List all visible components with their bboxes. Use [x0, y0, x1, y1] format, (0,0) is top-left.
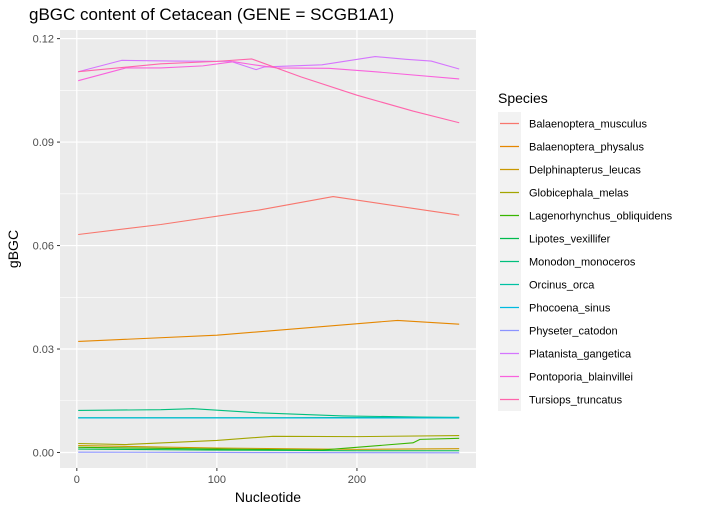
legend-item: Pontoporia_blainvillei: [498, 365, 633, 388]
legend-label: Monodon_monoceros: [529, 257, 636, 269]
legend-label: Phocoena_sinus: [529, 303, 611, 315]
y-tick-label: 0.09: [33, 137, 54, 149]
legend-item: Phocoena_sinus: [498, 296, 611, 319]
y-tick-label: 0.00: [33, 447, 54, 459]
legend-label: Balaenoptera_physalus: [529, 142, 644, 154]
legend-item: Balaenoptera_musculus: [498, 112, 648, 135]
legend-label: Platanista_gangetica: [529, 349, 632, 361]
legend-label: Delphinapterus_leucas: [529, 165, 641, 177]
series-line-lagenorhynchus-obliquidens: [78, 437, 460, 451]
y-tick-label: 0.12: [33, 34, 54, 46]
legend-item: Globicephala_melas: [498, 181, 629, 204]
legend-item: Orcinus_orca: [498, 273, 595, 296]
legend-label: Balaenoptera_musculus: [529, 119, 648, 131]
series-line-balaenoptera-physalus: [78, 319, 460, 342]
legend-item: Platanista_gangetica: [498, 342, 632, 365]
x-tick-label: 0: [74, 474, 80, 486]
series-line-pontoporia-blainvillei: [78, 61, 460, 82]
legend-label: Lagenorhynchus_obliquidens: [529, 211, 673, 223]
legend: Species Balaenoptera_musculus Balaenopter…: [498, 90, 673, 411]
minor-gridlines: [60, 30, 476, 468]
legend-label: Pontoporia_blainvillei: [529, 372, 633, 384]
x-axis: 0 100 200: [74, 468, 366, 486]
legend-item: Monodon_monoceros: [498, 250, 636, 273]
series-lines: [78, 56, 460, 454]
legend-label: Physeter_catodon: [529, 326, 618, 338]
legend-item: Delphinapterus_leucas: [498, 158, 641, 181]
legend-label: Lipotes_vexillifer: [529, 234, 611, 246]
legend-item: Balaenoptera_physalus: [498, 135, 644, 158]
legend-label: Globicephala_melas: [529, 188, 629, 200]
legend-item: Lipotes_vexillifer: [498, 227, 611, 250]
x-tick-label: 100: [208, 474, 226, 486]
series-line-lipotes-vexillifer: [78, 448, 460, 452]
plot-panel: [60, 30, 476, 468]
x-tick-label: 200: [348, 474, 366, 486]
series-line-platanista-gangetica: [78, 56, 460, 73]
x-axis-title: Nucleotide: [235, 489, 301, 505]
series-line-tursiops-truncatus: [78, 58, 460, 124]
series-line-balaenoptera-musculus: [78, 196, 460, 236]
y-axis-title: gBGC: [5, 230, 21, 268]
legend-item: Tursiops_truncatus: [498, 388, 623, 411]
legend-label: Tursiops_truncatus: [529, 395, 623, 407]
y-tick-label: 0.03: [33, 344, 54, 356]
series-line-delphinapterus-leucas: [78, 445, 460, 450]
series-line-monodon-monoceros: [78, 408, 460, 419]
y-axis: 0.00 0.03 0.06 0.09 0.12: [33, 34, 60, 459]
legend-label: Orcinus_orca: [529, 280, 595, 292]
chart-title: gBGC content of Cetacean (GENE = SCGB1A1…: [29, 5, 394, 24]
legend-title: Species: [498, 90, 548, 106]
series-line-globicephala-melas: [78, 435, 460, 446]
legend-item: Physeter_catodon: [498, 319, 618, 342]
series-line-physeter-catodon: [78, 451, 460, 454]
y-tick-label: 0.06: [33, 241, 54, 253]
legend-item: Lagenorhynchus_obliquidens: [498, 204, 673, 227]
major-gridlines: [60, 30, 476, 468]
